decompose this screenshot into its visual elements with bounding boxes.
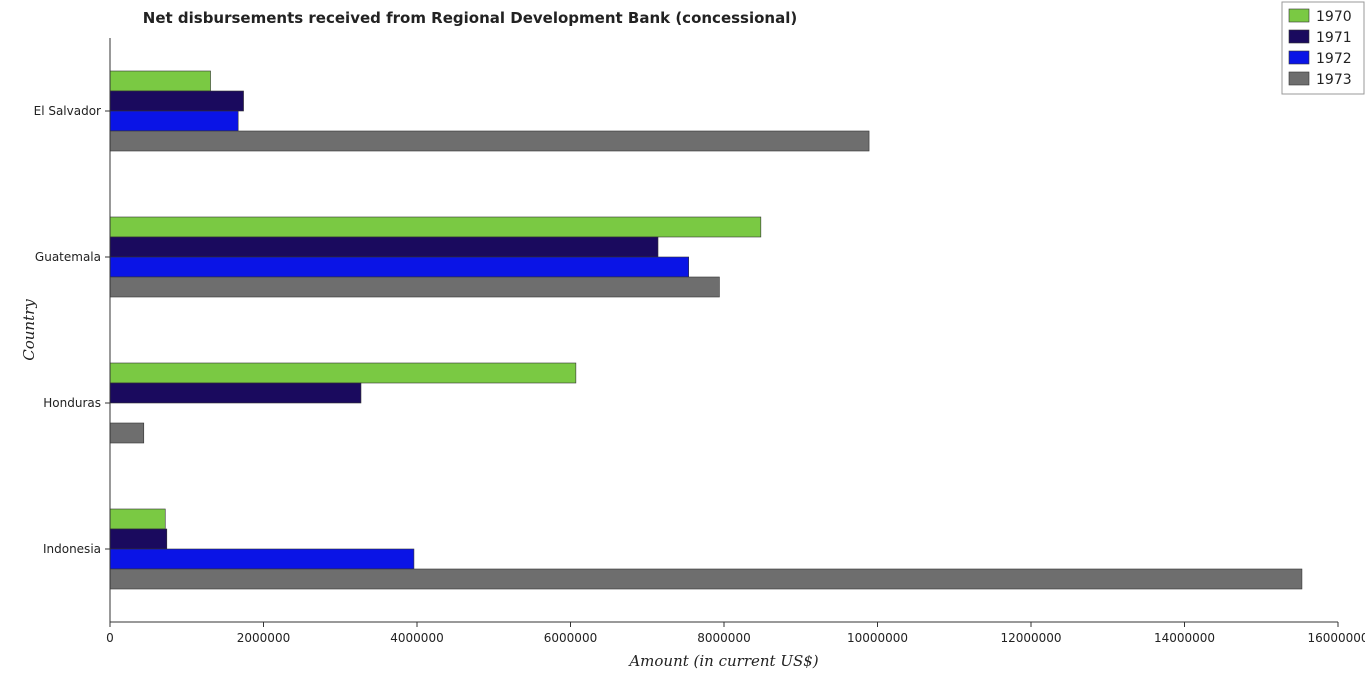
legend-swatch-1970 — [1288, 8, 1310, 23]
bar-indonesia-1972 — [109, 548, 415, 570]
bar-el-salvador-1972 — [109, 110, 239, 132]
bar-guatemala-1973 — [109, 276, 720, 298]
legend-swatch-1973 — [1288, 71, 1310, 86]
bar-honduras-1973 — [109, 422, 145, 444]
bar-guatemala-1971 — [109, 236, 659, 258]
y-tick-label: Honduras — [43, 396, 101, 410]
bar-honduras-1970 — [109, 362, 577, 384]
bar-indonesia-1970 — [109, 508, 166, 530]
x-tick-label: 16000000 — [1307, 631, 1365, 645]
x-axis-title: Amount (in current US$) — [627, 652, 818, 670]
x-tick-label: 4000000 — [390, 631, 443, 645]
legend-swatch-1971 — [1288, 29, 1310, 44]
legend-label-1971: 1971 — [1316, 30, 1352, 46]
y-axis-ticks: El Salvador Guatemala Honduras Indonesia — [34, 104, 110, 556]
y-axis-title: Country — [20, 299, 38, 361]
legend-swatch-1972 — [1288, 50, 1310, 65]
x-tick-label: 2000000 — [237, 631, 290, 645]
x-tick-label: 6000000 — [544, 631, 597, 645]
bar-indonesia-1971 — [109, 528, 168, 550]
chart-title: Net disbursements received from Regional… — [143, 9, 797, 27]
x-tick-label: 14000000 — [1154, 631, 1215, 645]
y-tick-label: El Salvador — [34, 104, 101, 118]
x-tick-label: 8000000 — [697, 631, 750, 645]
bar-indonesia-1973 — [109, 568, 1303, 590]
legend-label-1973: 1973 — [1316, 72, 1352, 88]
x-axis-ticks: 0 2000000 4000000 6000000 8000000 10000000 120… — [106, 622, 1365, 645]
legend-label-1972: 1972 — [1316, 51, 1352, 67]
bar-el-salvador-1973 — [109, 130, 870, 152]
bar-honduras-1971 — [109, 382, 362, 404]
bar-guatemala-1970 — [109, 216, 762, 238]
plot-area — [109, 70, 1303, 590]
x-tick-label: 10000000 — [847, 631, 908, 645]
y-tick-label: Indonesia — [43, 542, 101, 556]
bar-el-salvador-1970 — [109, 70, 211, 92]
x-tick-label: 12000000 — [1000, 631, 1061, 645]
legend-label-1970: 1970 — [1316, 9, 1352, 25]
y-tick-label: Guatemala — [35, 250, 101, 264]
legend: 1970 1971 1972 1973 — [1281, 1, 1365, 95]
bar-guatemala-1972 — [109, 256, 689, 278]
x-tick-label: 0 — [106, 631, 114, 645]
bar-el-salvador-1971 — [109, 90, 244, 112]
